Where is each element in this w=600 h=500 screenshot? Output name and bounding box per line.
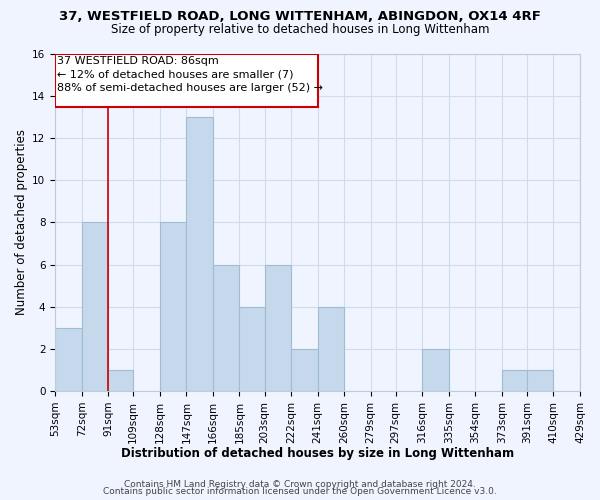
Bar [213, 264, 239, 391]
Bar [239, 306, 265, 391]
Bar [291, 349, 317, 391]
Bar [82, 222, 108, 391]
Bar [422, 349, 449, 391]
Bar [187, 117, 213, 391]
Text: 37, WESTFIELD ROAD, LONG WITTENHAM, ABINGDON, OX14 4RF: 37, WESTFIELD ROAD, LONG WITTENHAM, ABIN… [59, 10, 541, 23]
X-axis label: Distribution of detached houses by size in Long Wittenham: Distribution of detached houses by size … [121, 447, 514, 460]
Bar [160, 222, 187, 391]
FancyBboxPatch shape [55, 54, 317, 106]
Text: Contains public sector information licensed under the Open Government Licence v3: Contains public sector information licen… [103, 487, 497, 496]
Bar [265, 264, 291, 391]
Bar [55, 328, 82, 391]
Bar [317, 306, 344, 391]
Bar [580, 370, 600, 391]
Bar [502, 370, 527, 391]
Text: Size of property relative to detached houses in Long Wittenham: Size of property relative to detached ho… [111, 22, 489, 36]
Bar [527, 370, 553, 391]
Text: Contains HM Land Registry data © Crown copyright and database right 2024.: Contains HM Land Registry data © Crown c… [124, 480, 476, 489]
Text: 37 WESTFIELD ROAD: 86sqm
← 12% of detached houses are smaller (7)
88% of semi-de: 37 WESTFIELD ROAD: 86sqm ← 12% of detach… [56, 56, 323, 92]
Bar [108, 370, 133, 391]
Y-axis label: Number of detached properties: Number of detached properties [15, 130, 28, 316]
